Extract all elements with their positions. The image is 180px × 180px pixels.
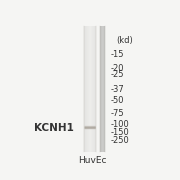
Text: -50: -50: [111, 96, 125, 105]
FancyBboxPatch shape: [84, 126, 96, 130]
Bar: [94, 26, 95, 152]
Bar: [93, 26, 94, 152]
Text: -150: -150: [111, 128, 130, 137]
Text: -100: -100: [111, 120, 130, 129]
Bar: [88, 26, 89, 152]
Bar: [92, 26, 93, 152]
Bar: [95, 26, 96, 152]
FancyBboxPatch shape: [85, 127, 96, 129]
Text: -250: -250: [111, 136, 130, 145]
Bar: [91, 26, 92, 152]
Text: KCNH1: KCNH1: [34, 123, 74, 133]
Bar: [90, 26, 91, 152]
Text: -20: -20: [111, 64, 125, 73]
Bar: [86, 26, 87, 152]
Bar: [89, 26, 90, 152]
Text: -75: -75: [111, 109, 125, 118]
Text: -15: -15: [111, 50, 125, 59]
Text: HuvEc: HuvEc: [78, 156, 107, 165]
Text: -25: -25: [111, 70, 125, 79]
Text: (kd): (kd): [117, 36, 133, 45]
Bar: [85, 26, 86, 152]
Text: -37: -37: [111, 85, 125, 94]
FancyBboxPatch shape: [85, 127, 96, 129]
Bar: [84, 26, 85, 152]
Bar: [87, 26, 88, 152]
